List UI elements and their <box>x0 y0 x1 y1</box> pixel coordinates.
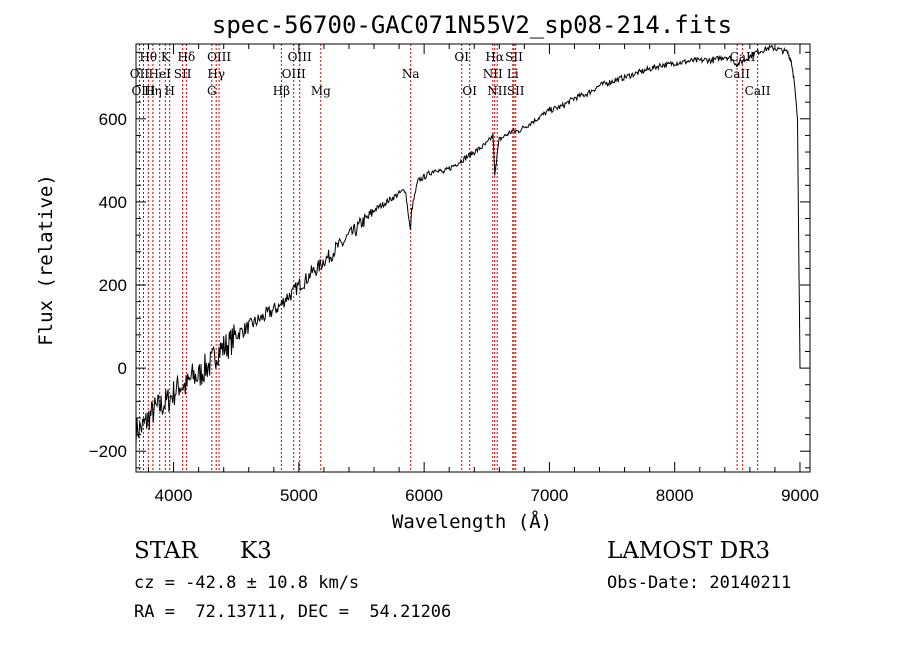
line-label-16: Li <box>507 67 519 81</box>
x-tick-label-3: 7000 <box>530 486 568 505</box>
x-tick-label-4: 8000 <box>656 486 694 505</box>
survey-name: LAMOST DR3 <box>607 538 771 564</box>
x-tick-label-1: 5000 <box>280 486 318 505</box>
line-label-1: K <box>161 50 171 64</box>
line-label-27: CaII <box>745 84 771 98</box>
line-label-11: SII <box>174 67 192 81</box>
observation-date: Obs-Date: 20140211 <box>607 573 792 593</box>
line-label-6: Hα <box>485 50 504 64</box>
x-tick-label-5: 9000 <box>781 486 819 505</box>
line-label-4: OIII <box>288 50 312 64</box>
line-label-19: Hη <box>144 84 162 98</box>
line-label-9: OII <box>130 67 150 81</box>
tick-labels: 4000 5000 6000 7000 8000 9000 −200 0 200 400 600 <box>89 110 819 505</box>
line-label-10: HeI <box>149 67 172 81</box>
line-label-2: Hδ <box>178 50 196 64</box>
line-label-22: Hβ <box>273 84 290 98</box>
line-label-13: OIII <box>282 67 306 81</box>
line-label-14: Na <box>402 67 420 81</box>
line-label-3: OIII <box>207 50 231 64</box>
y-tick-label-0: −200 <box>89 442 127 461</box>
line-label-7: SII <box>505 50 523 64</box>
line-label-17: CaII <box>724 67 750 81</box>
line-label-26: SII <box>507 84 525 98</box>
plot-frame <box>135 43 811 473</box>
object-subclass: K3 <box>240 538 272 564</box>
redshift-cz: cz = -42.8 ± 10.8 km/s <box>134 573 360 593</box>
x-axis-label: Wavelength (Å) <box>392 510 552 533</box>
line-label-21: G <box>207 84 217 98</box>
line-label-0: Hθ <box>139 50 157 64</box>
object-class: STAR <box>134 538 198 564</box>
line-label-15: NII <box>483 67 503 81</box>
line-label-23: Mg <box>311 84 331 98</box>
axis-ticks <box>136 44 810 472</box>
line-label-18: OIII <box>131 84 155 98</box>
x-tick-label-0: 4000 <box>155 486 193 505</box>
line-label-12: Hγ <box>207 67 225 81</box>
y-axis-label: Flux (relative) <box>35 174 57 346</box>
chart-title: spec-56700-GAC071N55V2_sp08-214.fits <box>212 11 732 39</box>
y-tick-label-1: 0 <box>118 359 127 378</box>
line-label-24: OI <box>462 84 477 98</box>
y-tick-label-3: 400 <box>99 193 127 212</box>
coordinates: RA = 72.13711, DEC = 54.21206 <box>134 602 452 622</box>
line-label-5: OI <box>454 50 469 64</box>
line-markers <box>138 44 759 472</box>
y-tick-label-4: 600 <box>99 110 127 129</box>
spectrum-line <box>135 44 801 446</box>
line-label-20: H <box>164 84 174 98</box>
line-label-25: NII <box>487 84 507 98</box>
x-tick-label-2: 6000 <box>405 486 443 505</box>
y-tick-label-2: 200 <box>99 276 127 295</box>
line-label-8: CaII <box>730 50 756 64</box>
